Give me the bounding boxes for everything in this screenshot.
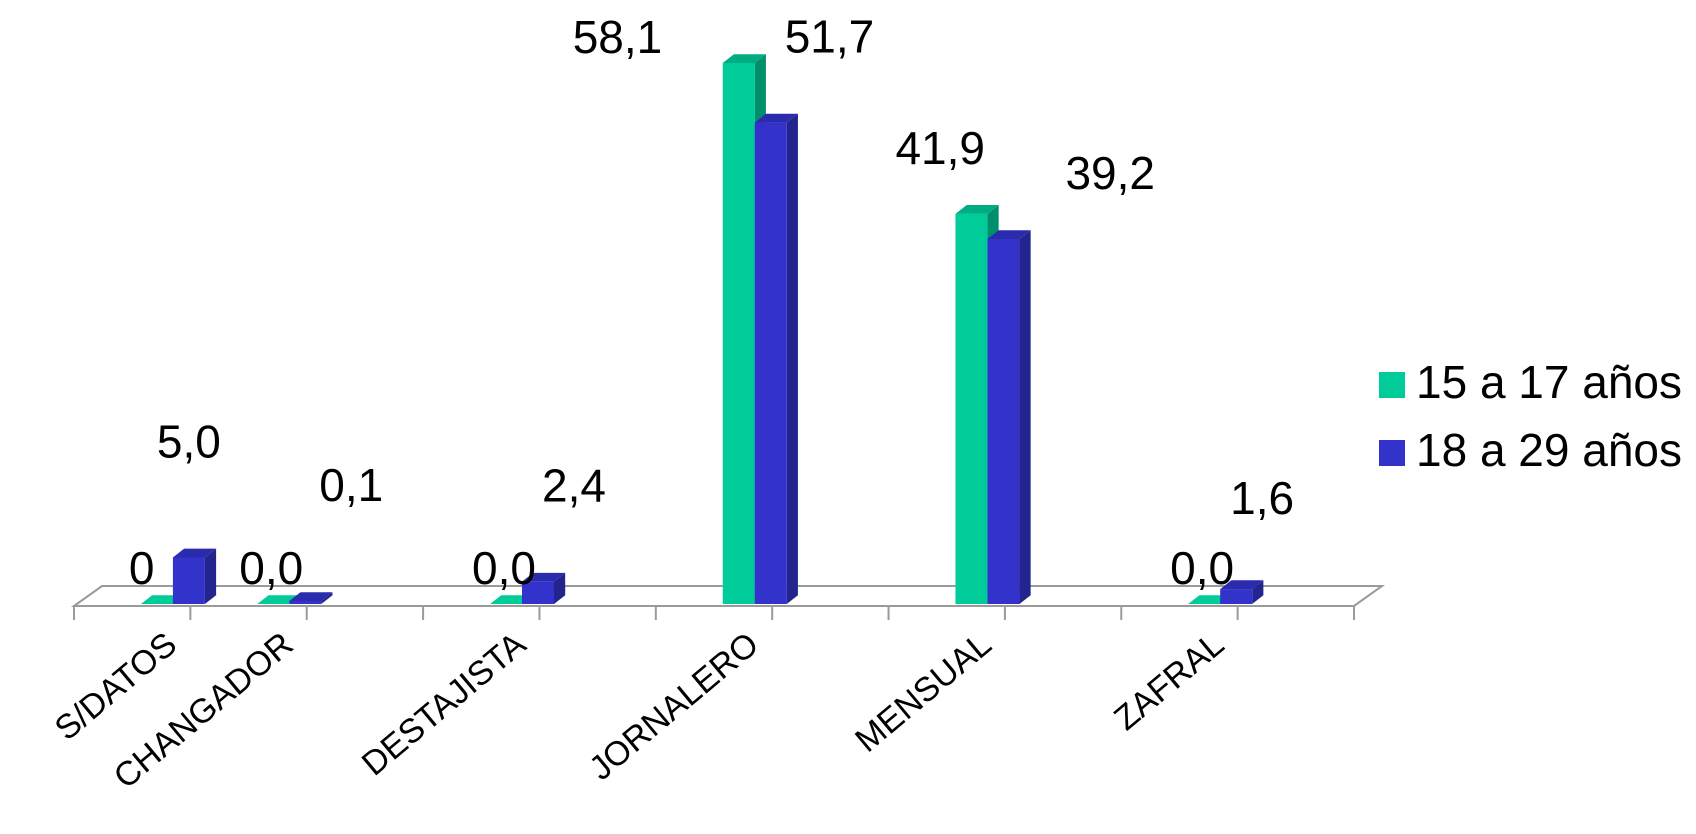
bar-3-1 [754, 113, 798, 605]
value-label-0-0: 0 [129, 542, 155, 594]
bar-2-1 [522, 572, 566, 604]
value-label-1-1: 0,1 [319, 459, 383, 511]
value-label-2-0: 0,0 [472, 542, 536, 594]
chart-bars [140, 54, 1264, 605]
value-label-0-1: 5,0 [157, 415, 221, 467]
value-labels: 05,00,00,10,02,458,1 51,741,9 39,20,01,6 [129, 11, 1294, 594]
legend-label-0: 15 a 17 años [1416, 356, 1682, 408]
value-label-4-0: 41,9 [895, 122, 985, 174]
category-label-5: ZAFRAL [1107, 625, 1231, 738]
legend-swatch-1 [1379, 440, 1405, 466]
bar-4-1 [987, 230, 1031, 604]
value-label-1-0: 0,0 [239, 542, 303, 594]
legend-swatch-0 [1379, 372, 1405, 398]
value-label-5-0: 0,0 [1170, 542, 1234, 594]
value-label-3-0: 58,1 [573, 11, 663, 63]
legend: 15 a 17 años 18 a 29 años [1379, 356, 1682, 476]
value-label-5-1: 1,6 [1230, 472, 1294, 524]
bar-0-1 [172, 548, 217, 604]
legend-label-1: 18 a 29 años [1416, 424, 1682, 476]
bar-1-1 [289, 592, 333, 604]
value-label-3-1: 51,7 [785, 11, 875, 63]
category-label-2: DESTAJISTA [355, 625, 534, 783]
value-label-4-1: 39,2 [1065, 147, 1155, 199]
category-label-3: JORNALERO [582, 625, 766, 788]
value-label-2-1: 2,4 [542, 460, 606, 512]
category-label-4: MENSUAL [848, 625, 998, 760]
bar-5-1 [1220, 580, 1264, 604]
